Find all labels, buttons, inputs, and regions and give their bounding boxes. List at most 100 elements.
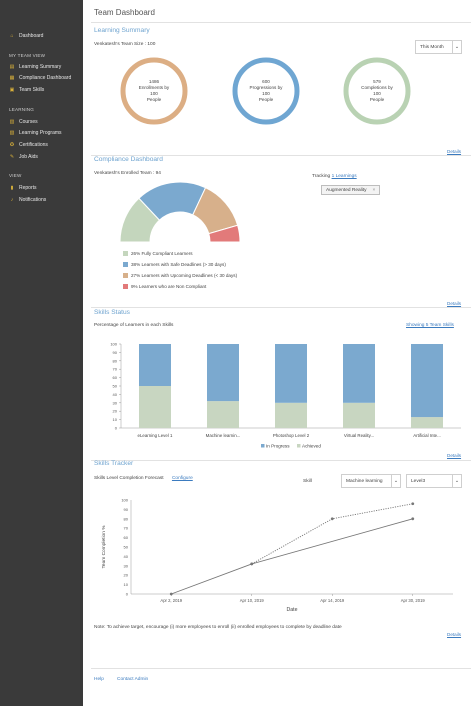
bar-in-progress[interactable] xyxy=(411,344,443,418)
sidebar-item-label: Notifications xyxy=(19,197,47,203)
tracking-tag: Augmented Reality × xyxy=(321,185,381,195)
skill-select[interactable]: Machine learning ⌄ xyxy=(341,474,401,488)
compliance-details-link[interactable]: Details xyxy=(447,301,462,306)
sidebar-item-label: Certifications xyxy=(19,142,48,148)
sidebar-item-label: Courses xyxy=(19,119,38,125)
tracking-label: Tracking 1 Learnings xyxy=(312,174,357,179)
divider xyxy=(91,460,471,461)
footer-contact-admin-link[interactable]: Contact Admin xyxy=(117,677,149,682)
skills-tracker-details-link[interactable]: Details xyxy=(447,632,462,637)
donut-unit: People xyxy=(369,96,385,102)
period-select[interactable]: This Month ⌄ xyxy=(415,40,462,54)
data-point[interactable] xyxy=(411,517,415,521)
divider xyxy=(91,307,471,308)
sidebar-item-team-skills[interactable]: ▣ Team Skills xyxy=(9,86,45,94)
team-size-label: Venkatesh's Team Size : 100 xyxy=(94,42,156,47)
learning-summary-details-link[interactable]: Details xyxy=(447,149,462,154)
forecast-note: Note: To achieve target, encourage (i) m… xyxy=(94,625,342,630)
bar-achieved[interactable] xyxy=(207,401,239,428)
footer-help-link[interactable]: Help xyxy=(94,677,104,682)
x-tick-label: Machine learnin... xyxy=(206,433,241,438)
bar-in-progress[interactable] xyxy=(139,344,171,386)
sidebar-item-learning-summary[interactable]: ▤ Learning Summary xyxy=(9,63,62,71)
donut-ring xyxy=(120,57,188,125)
bar-achieved[interactable] xyxy=(411,417,443,428)
tag-label: Augmented Reality xyxy=(326,187,367,193)
level-select[interactable]: Level3 ⌄ xyxy=(406,474,462,488)
x-tick-label: Virtual Reality... xyxy=(344,433,374,438)
data-point[interactable] xyxy=(169,592,173,596)
clipboard-icon: ▦ xyxy=(9,75,15,81)
data-point[interactable] xyxy=(411,502,415,506)
tracking-text: Tracking xyxy=(312,174,331,179)
skills-status-chart: 0 10 20 30 40 50 60 70 80 90 100 eLearning Level 1 M… xyxy=(110,342,461,449)
forecast-line-solid xyxy=(171,518,413,595)
skill-label: Skill xyxy=(303,479,312,484)
skills-tracker-subtitle: Skills Level Completion Forecast Configu… xyxy=(94,476,193,481)
sidebar-item-notifications[interactable]: ♪ Notifications xyxy=(9,196,46,204)
forecast-line-dotted xyxy=(251,503,413,565)
close-icon[interactable]: × xyxy=(372,187,376,193)
donut-unit: People xyxy=(146,96,162,102)
donut-count: 100 xyxy=(262,91,270,96)
section-title-skills-status: Skills Status xyxy=(94,309,130,316)
sidebar-item-dashboard[interactable]: ⌂ Dashboard xyxy=(9,32,43,40)
donut-value: 1486 xyxy=(148,79,160,85)
y-tick-label: 90 xyxy=(124,507,129,512)
sidebar-item-label: Compliance Dashboard xyxy=(19,75,72,81)
enrollments-ring xyxy=(120,57,188,125)
y-tick-label: 0 xyxy=(126,592,129,597)
bar-achieved[interactable] xyxy=(343,402,375,428)
sidebar-item-learning-programs[interactable]: ▧ Learning Programs xyxy=(9,129,62,137)
sidebar-item-label: Learning Summary xyxy=(19,64,62,70)
tracking-learnings-link[interactable]: 1 Learnings xyxy=(331,174,357,179)
y-tick-label: 100 xyxy=(110,342,117,347)
y-tick-label: 30 xyxy=(113,400,118,405)
enrolled-team-label: Venkatesh's Enrolled Team : 94 xyxy=(94,171,161,176)
sidebar-item-compliance-dashboard[interactable]: ▦ Compliance Dashboard xyxy=(9,74,72,82)
x-tick-label: Apr 30, 2019 xyxy=(401,598,426,603)
bar-in-progress[interactable] xyxy=(275,344,307,403)
progressions-donut: 600 Progressions by 100 People xyxy=(232,57,300,125)
sidebar-item-courses[interactable]: ▥ Courses xyxy=(9,118,38,126)
y-tick-label: 10 xyxy=(113,417,118,422)
sidebar-heading-learning: LEARNING xyxy=(9,107,35,112)
y-tick-label: 50 xyxy=(113,384,118,389)
x-tick-label: Photoshop Level 2 xyxy=(273,433,310,438)
period-select-value: This Month xyxy=(420,44,444,50)
y-tick-label: 10 xyxy=(124,582,129,587)
legend-non-compliant: 9% Learners who are Non Compliant xyxy=(123,284,206,289)
showing-team-skills-link[interactable]: Showing 5 Team Skills xyxy=(406,323,454,328)
legend-safe-deadlines: 38% Learners with Safe Deadlines (> 30 d… xyxy=(123,262,226,267)
data-point[interactable] xyxy=(250,562,254,566)
data-point[interactable] xyxy=(330,517,334,521)
chevron-down-icon: ⌄ xyxy=(452,475,461,487)
skills-status-details-link[interactable]: Details xyxy=(447,453,462,458)
y-tick-label: 80 xyxy=(113,358,118,363)
pin-icon: ✎ xyxy=(9,154,15,160)
sidebar-item-label: Reports xyxy=(19,185,37,191)
reports-icon: ▮ xyxy=(10,185,14,191)
legend-label: 26% Fully Compliant Learners xyxy=(131,251,193,256)
compliance-segment[interactable] xyxy=(208,224,241,243)
home-icon: ⌂ xyxy=(10,33,14,39)
y-tick-label: 40 xyxy=(124,554,129,559)
y-tick-label: 40 xyxy=(113,392,118,397)
divider xyxy=(91,22,471,23)
legend-label: 27% Learners with Upcoming Deadlines (< … xyxy=(131,273,238,278)
sidebar-item-reports[interactable]: ▮ Reports xyxy=(9,184,37,192)
donut-label: Progressions by xyxy=(249,85,283,91)
bar-in-progress[interactable] xyxy=(343,344,375,403)
sidebar-item-certifications[interactable]: ✪ Certifications xyxy=(9,141,48,149)
bar-achieved[interactable] xyxy=(139,386,171,428)
x-axis-label: Date xyxy=(287,607,298,613)
sidebar-item-job-aids[interactable]: ✎ Job Aids xyxy=(9,153,38,161)
chevron-down-icon: ⌄ xyxy=(391,475,400,487)
x-tick-label: eLearning Level 1 xyxy=(138,433,173,438)
legend-swatch xyxy=(261,444,265,448)
configure-link[interactable]: Configure xyxy=(171,476,193,481)
bar-in-progress[interactable] xyxy=(207,344,239,402)
progressions-ring xyxy=(232,57,300,125)
bell-icon: ♪ xyxy=(10,197,14,203)
bar-achieved[interactable] xyxy=(275,402,307,428)
